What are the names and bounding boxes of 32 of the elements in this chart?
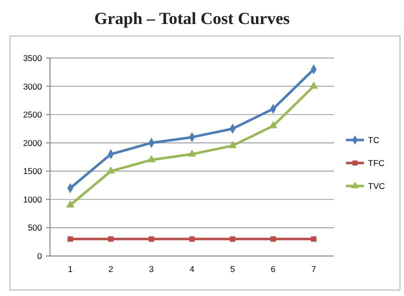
x-tick-label: 5: [230, 264, 236, 274]
legend-label: TFC: [368, 158, 385, 168]
x-tick-label: 7: [311, 264, 316, 274]
point: [66, 200, 74, 208]
y-tick-label: 2000: [23, 138, 42, 148]
y-tick-label: 1000: [23, 194, 42, 204]
legend-label: TVC: [368, 181, 385, 191]
legend-label: TC: [368, 135, 380, 145]
point: [310, 81, 318, 89]
y-tick-label: 1500: [23, 166, 42, 176]
point: [228, 140, 237, 148]
x-tick-label: 3: [149, 264, 154, 274]
point: [147, 155, 156, 162]
point: [310, 236, 316, 242]
point: [148, 236, 154, 242]
x-tick-label: 1: [68, 264, 73, 274]
point: [230, 236, 236, 242]
y-tick-label: 2500: [23, 110, 42, 120]
point: [68, 236, 74, 242]
point: [270, 236, 276, 242]
y-tick-label: 3000: [23, 81, 42, 92]
y-tick-label: 500: [28, 222, 42, 233]
y-tick-label: 3500: [23, 53, 42, 63]
point: [188, 149, 196, 157]
chart-title: Graph – Total Cost Curves: [94, 9, 290, 28]
point: [189, 236, 195, 242]
x-tick-label: 2: [108, 264, 114, 274]
y-tick-label: 0: [37, 251, 42, 261]
x-tick-label: 6: [270, 264, 276, 274]
point: [106, 166, 116, 174]
point: [108, 236, 114, 242]
x-tick-label: 4: [190, 264, 195, 274]
